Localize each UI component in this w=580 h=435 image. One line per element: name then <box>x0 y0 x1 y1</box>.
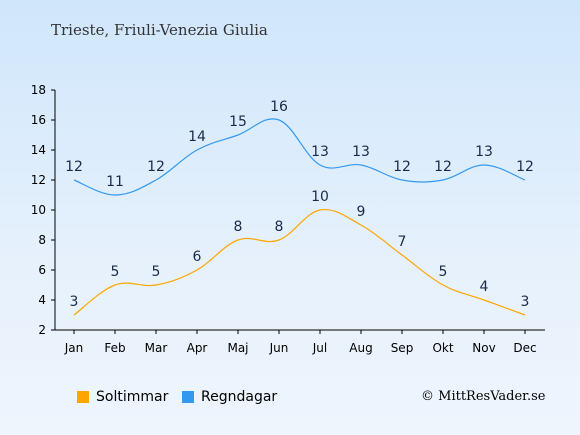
data-label-soltimmar: 4 <box>480 279 489 295</box>
x-tick-label: Dec <box>513 341 536 355</box>
data-label-regndagar: 13 <box>311 144 329 160</box>
legend-item-rain: Regndagar <box>182 389 277 405</box>
y-tick-label: 16 <box>31 113 46 127</box>
y-tick-label: 12 <box>31 173 46 187</box>
x-tick-label: Aug <box>349 341 372 355</box>
data-label-regndagar: 11 <box>106 174 124 190</box>
x-tick-label: Jul <box>312 341 327 355</box>
legend-item-sun: Soltimmar <box>77 389 168 405</box>
data-label-soltimmar: 10 <box>311 189 329 205</box>
data-label-regndagar: 16 <box>270 99 288 115</box>
data-label-soltimmar: 5 <box>152 264 161 280</box>
legend-label-rain: Regndagar <box>201 389 278 405</box>
chart-title: Trieste, Friuli-Venezia Giulia <box>51 21 268 39</box>
series-line-regndagar <box>73 118 526 196</box>
y-tick-label: 8 <box>38 233 46 247</box>
data-label-regndagar: 13 <box>475 144 493 160</box>
data-label-regndagar: 14 <box>188 129 206 145</box>
data-label-regndagar: 12 <box>393 159 411 175</box>
data-label-regndagar: 12 <box>434 159 452 175</box>
y-tick-label: 6 <box>38 263 46 277</box>
data-label-soltimmar: 3 <box>70 294 79 310</box>
data-label-soltimmar: 8 <box>275 219 284 235</box>
copyright-text: © MittResVader.se <box>421 389 546 404</box>
chart-axes: 2 4 6 8 10 12 14 16 18 Jan Feb Mar Apr Maj Jun Jul Aug Se… <box>31 83 545 355</box>
x-tick-label: Mar <box>145 341 168 355</box>
x-tick-label: Apr <box>187 341 208 355</box>
data-labels-layer: 3 5 5 6 8 8 10 9 7 5 4 3 12 11 12 14 15 16 13 13 12 12 13 12 <box>65 99 534 310</box>
series-line-soltimmar <box>73 208 526 316</box>
series-layer <box>73 118 526 316</box>
data-label-regndagar: 12 <box>147 159 165 175</box>
data-label-regndagar: 13 <box>352 144 370 160</box>
legend-swatch-sun <box>77 391 89 403</box>
data-label-regndagar: 12 <box>65 159 83 175</box>
y-tick-label: 10 <box>31 203 46 217</box>
legend-label-sun: Soltimmar <box>96 389 169 405</box>
x-tick-label: Jan <box>64 341 84 355</box>
x-tick-label: Feb <box>104 341 125 355</box>
x-tick-label: Okt <box>432 341 453 355</box>
y-tick-label: 2 <box>38 323 46 337</box>
data-label-soltimmar: 5 <box>439 264 448 280</box>
x-tick-label: Jun <box>269 341 289 355</box>
x-tick-label: Maj <box>227 341 248 355</box>
legend-swatch-rain <box>182 391 194 403</box>
data-label-soltimmar: 7 <box>398 234 407 250</box>
x-tick-label: Nov <box>472 341 495 355</box>
data-label-soltimmar: 6 <box>193 249 202 265</box>
data-label-regndagar: 15 <box>229 114 247 130</box>
data-label-soltimmar: 9 <box>357 204 366 220</box>
x-tick-label: Sep <box>391 341 414 355</box>
y-tick-label: 14 <box>31 143 46 157</box>
data-label-soltimmar: 5 <box>111 264 120 280</box>
y-tick-label: 18 <box>31 83 46 97</box>
data-label-soltimmar: 3 <box>521 294 530 310</box>
data-label-regndagar: 12 <box>516 159 534 175</box>
data-label-soltimmar: 8 <box>234 219 243 235</box>
y-tick-label: 4 <box>38 293 46 307</box>
